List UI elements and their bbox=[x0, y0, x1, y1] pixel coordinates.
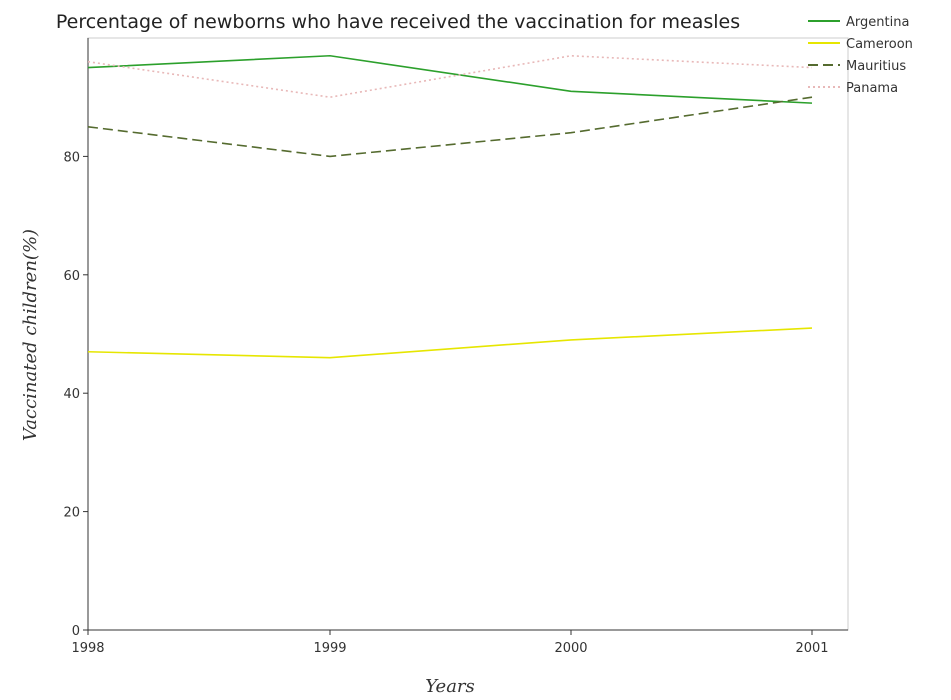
series-line-panama bbox=[87, 54, 813, 99]
series-line-mauritius bbox=[87, 96, 813, 158]
legend-label-cameroon: Cameroon bbox=[846, 37, 913, 52]
plot-area bbox=[87, 37, 849, 631]
plot-border bbox=[87, 37, 849, 631]
legend-label-argentina: Argentina bbox=[846, 15, 909, 30]
series-lines bbox=[87, 54, 813, 359]
y-axis-ticks: 0 20 40 60 80 bbox=[63, 150, 88, 639]
legend-label-panama: Panama bbox=[846, 81, 898, 96]
series-line-argentina bbox=[87, 54, 813, 104]
x-axis-label: Years bbox=[425, 676, 475, 697]
chart-title: Percentage of newborns who have received… bbox=[56, 11, 740, 33]
y-axis-label: Vaccinated children(%) bbox=[20, 229, 41, 441]
legend: Argentina Cameroon Mauritius Panama bbox=[808, 15, 913, 96]
y-tick-label: 40 bbox=[63, 387, 80, 402]
y-tick-label: 80 bbox=[63, 150, 80, 165]
x-axis-ticks: 1998 1999 2000 2001 bbox=[71, 630, 829, 656]
y-tick-label: 0 bbox=[72, 624, 80, 639]
x-tick-label: 2000 bbox=[554, 641, 587, 656]
legend-label-mauritius: Mauritius bbox=[846, 59, 906, 74]
series-line-cameroon bbox=[87, 327, 813, 359]
x-tick-label: 2001 bbox=[795, 641, 828, 656]
y-tick-label: 60 bbox=[63, 269, 80, 284]
y-tick-label: 20 bbox=[63, 506, 80, 521]
x-tick-label: 1998 bbox=[71, 641, 104, 656]
x-tick-label: 1999 bbox=[313, 641, 346, 656]
